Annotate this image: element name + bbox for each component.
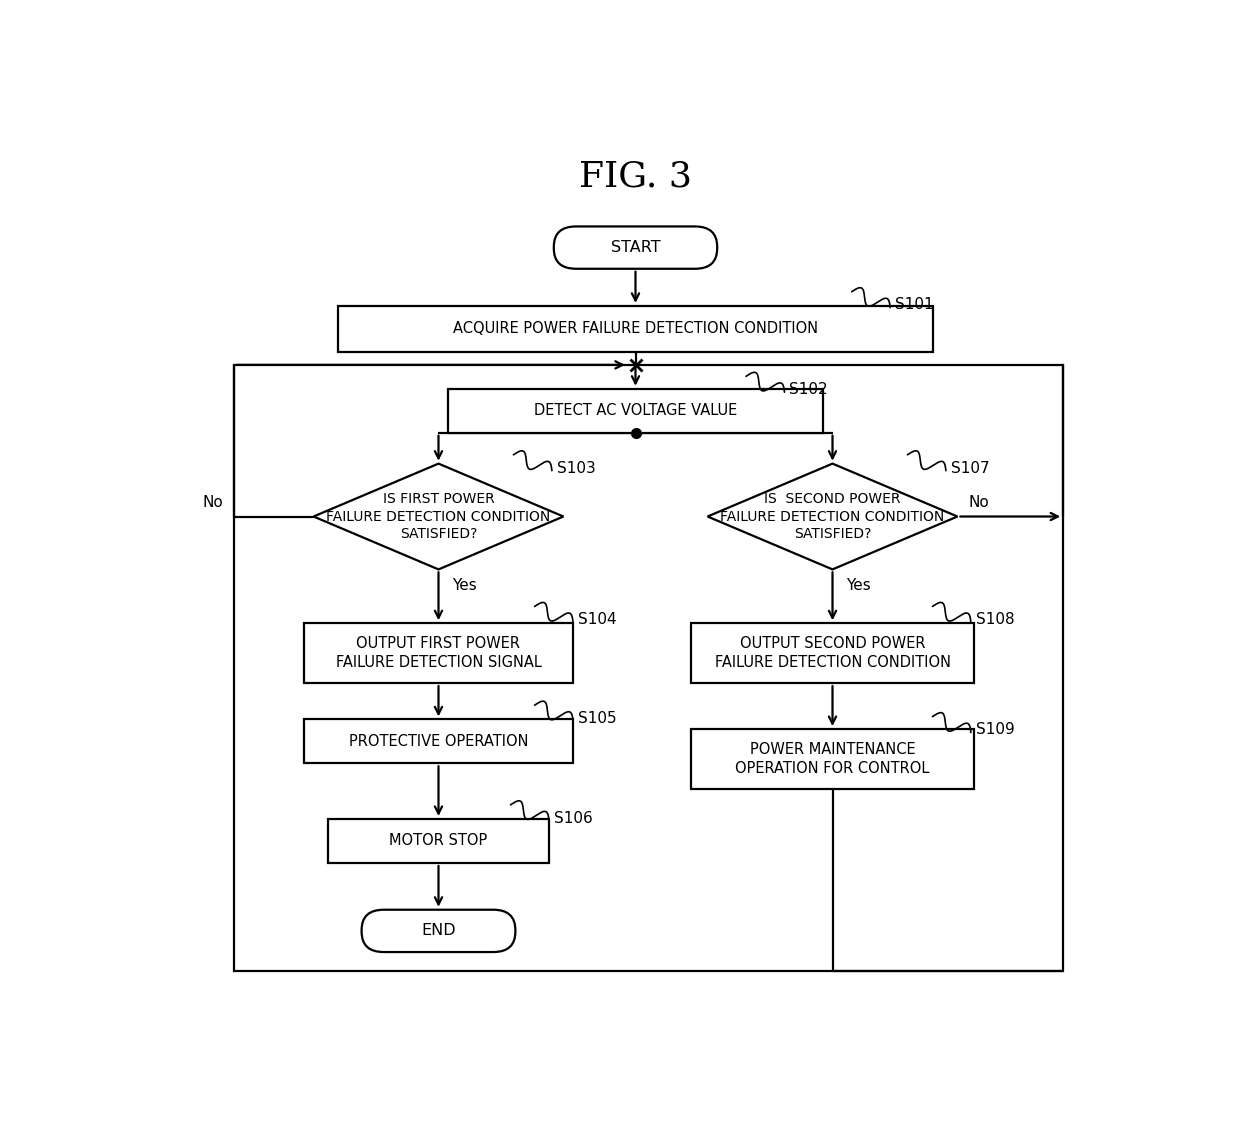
Bar: [691, 623, 975, 684]
Bar: [691, 729, 975, 789]
FancyBboxPatch shape: [362, 910, 516, 951]
Text: IS FIRST POWER
FAILURE DETECTION CONDITION
SATISFIED?: IS FIRST POWER FAILURE DETECTION CONDITI…: [326, 492, 551, 540]
Text: OUTPUT FIRST POWER
FAILURE DETECTION SIGNAL: OUTPUT FIRST POWER FAILURE DETECTION SIG…: [336, 637, 542, 670]
Text: OUTPUT SECOND POWER
FAILURE DETECTION CONDITION: OUTPUT SECOND POWER FAILURE DETECTION CO…: [714, 637, 951, 670]
Text: S108: S108: [976, 613, 1014, 627]
Text: S103: S103: [557, 460, 595, 475]
Text: S102: S102: [789, 382, 828, 397]
Text: START: START: [610, 240, 661, 255]
Text: S104: S104: [578, 613, 616, 627]
Text: END: END: [422, 923, 456, 939]
Text: POWER MAINTENANCE
OPERATION FOR CONTROL: POWER MAINTENANCE OPERATION FOR CONTROL: [735, 742, 930, 776]
Text: S109: S109: [976, 722, 1014, 737]
Text: S105: S105: [578, 711, 616, 726]
Text: S101: S101: [895, 298, 934, 313]
Text: No: No: [202, 495, 223, 510]
Polygon shape: [314, 464, 563, 569]
Polygon shape: [708, 464, 957, 569]
Text: Yes: Yes: [846, 578, 870, 593]
Text: DETECT AC VOLTAGE VALUE: DETECT AC VOLTAGE VALUE: [534, 403, 737, 418]
Bar: [327, 819, 549, 863]
Text: Yes: Yes: [451, 578, 476, 593]
Text: IS  SECOND POWER
FAILURE DETECTION CONDITION
SATISFIED?: IS SECOND POWER FAILURE DETECTION CONDIT…: [720, 492, 945, 540]
Text: S107: S107: [951, 460, 990, 475]
Text: S106: S106: [554, 811, 593, 826]
Bar: [337, 306, 934, 352]
Bar: [304, 719, 573, 764]
Text: No: No: [968, 495, 990, 510]
Bar: [448, 388, 823, 433]
Text: ACQUIRE POWER FAILURE DETECTION CONDITION: ACQUIRE POWER FAILURE DETECTION CONDITIO…: [453, 322, 818, 337]
Text: MOTOR STOP: MOTOR STOP: [389, 834, 487, 848]
Bar: [304, 623, 573, 684]
Text: FIG. 3: FIG. 3: [579, 159, 692, 194]
Text: PROTECTIVE OPERATION: PROTECTIVE OPERATION: [348, 734, 528, 749]
FancyBboxPatch shape: [554, 227, 717, 269]
Bar: [234, 365, 1063, 971]
